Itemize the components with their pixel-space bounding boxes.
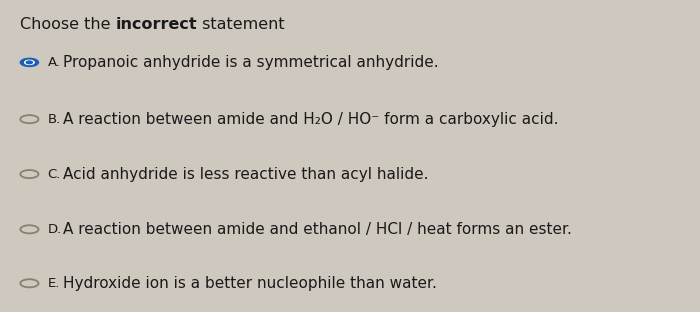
Text: Propanoic anhydride is a symmetrical anhydride.: Propanoic anhydride is a symmetrical anh… xyxy=(63,55,439,70)
Text: A reaction between amide and ethanol / HCl / heat forms an ester.: A reaction between amide and ethanol / H… xyxy=(63,222,572,237)
Text: C.: C. xyxy=(48,168,61,181)
Text: Acid anhydride is less reactive than acyl halide.: Acid anhydride is less reactive than acy… xyxy=(63,167,428,182)
Text: Hydroxide ion is a better nucleophile than water.: Hydroxide ion is a better nucleophile th… xyxy=(63,276,437,291)
Text: A reaction between amide and H₂O / HO⁻ form a carboxylic acid.: A reaction between amide and H₂O / HO⁻ f… xyxy=(63,112,559,127)
Text: D.: D. xyxy=(48,223,62,236)
Text: Choose the: Choose the xyxy=(20,17,116,32)
Text: statement: statement xyxy=(197,17,284,32)
Text: A.: A. xyxy=(48,56,61,69)
Text: incorrect: incorrect xyxy=(116,17,197,32)
Text: B.: B. xyxy=(48,113,61,126)
Text: E.: E. xyxy=(48,277,60,290)
